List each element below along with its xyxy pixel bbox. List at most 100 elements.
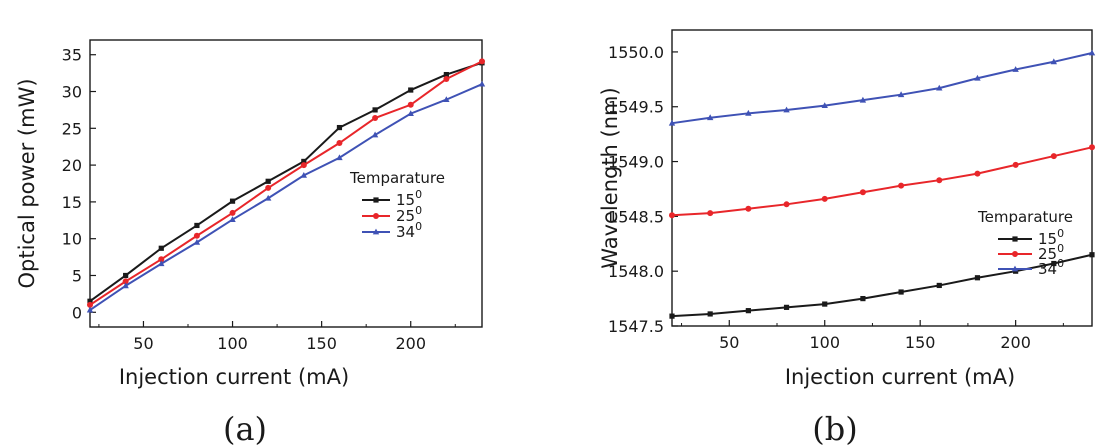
- x-tick-label: 100: [217, 334, 248, 353]
- data-point: [407, 110, 414, 116]
- y-axis-title: Wavelength (nm): [598, 87, 622, 268]
- y-tick-label: 10: [62, 230, 82, 249]
- data-point: [1050, 58, 1058, 65]
- data-point: [123, 272, 129, 279]
- data-point: [407, 101, 414, 108]
- data-point: [122, 278, 129, 285]
- series-line: [671, 52, 1093, 125]
- data-point: [783, 201, 790, 208]
- data-point: [707, 210, 714, 217]
- data-point: [859, 96, 867, 103]
- legend-swatch-marker: [1012, 236, 1018, 242]
- y-tick-label: 20: [62, 156, 82, 175]
- chart-panel-b: 50 100 150 200 1547.5 1548.0 1548.5 1549.0 1549.…: [598, 29, 1096, 448]
- data-point: [193, 238, 201, 245]
- x-axis-title: Injection current (mA): [785, 365, 1015, 389]
- legend-title: Temparature: [349, 169, 445, 187]
- y-tick-label: 1548.0: [608, 262, 664, 281]
- y-tick-label: 1549.0: [608, 153, 664, 172]
- data-point: [669, 212, 675, 219]
- x-tick-label: 200: [395, 334, 426, 353]
- data-point: [301, 158, 307, 165]
- y-tick-label: 15: [62, 193, 82, 212]
- data-point: [87, 301, 93, 308]
- data-point: [668, 119, 676, 126]
- data-point: [87, 298, 93, 304]
- x-axis-title: Injection current (mA): [119, 365, 349, 389]
- legend-swatch-marker: [1011, 265, 1019, 272]
- data-point: [898, 289, 904, 295]
- data-point: [745, 109, 752, 116]
- series-3: [86, 80, 486, 313]
- data-point: [706, 114, 714, 121]
- plot-frame: [89, 39, 483, 328]
- data-point: [229, 209, 236, 216]
- legend-swatch-marker: [373, 197, 379, 203]
- legend-entry-label: 340: [1038, 257, 1064, 278]
- y-tick-label: 1547.5: [608, 317, 664, 336]
- data-point: [974, 170, 981, 177]
- y-tick-label: 0: [72, 303, 82, 322]
- y-tick-label: 5: [72, 266, 82, 285]
- series-line: [671, 253, 1093, 318]
- data-point: [821, 102, 828, 109]
- data-point: [707, 311, 713, 317]
- series-1: [669, 252, 1095, 319]
- legend-swatch-marker: [372, 228, 380, 235]
- data-point: [936, 84, 943, 91]
- data-point: [669, 313, 675, 319]
- data-point: [265, 184, 272, 191]
- chart-panel-a: 50 100 150 200 0 5 10 15 20 25 30 35 Injection curre…: [15, 39, 486, 448]
- data-point: [229, 198, 236, 204]
- series-line: [89, 83, 483, 311]
- x-tick-label: 50: [133, 334, 153, 353]
- x-tick-label: 150: [306, 334, 337, 353]
- data-point: [372, 107, 378, 113]
- data-point: [443, 71, 449, 78]
- data-point: [1089, 144, 1095, 151]
- y-tick-label: 30: [62, 83, 82, 102]
- data-point: [1051, 260, 1057, 267]
- data-point: [1012, 161, 1019, 168]
- y-tick-label: 35: [62, 46, 82, 65]
- data-point: [898, 182, 905, 189]
- data-point: [860, 295, 866, 302]
- data-point: [408, 87, 414, 93]
- data-point: [86, 306, 94, 313]
- data-point: [158, 245, 164, 251]
- data-point: [336, 124, 343, 131]
- data-point: [974, 74, 981, 81]
- panel-label: (a): [223, 410, 267, 448]
- data-point: [300, 162, 307, 169]
- data-point: [443, 76, 450, 83]
- data-point: [229, 216, 236, 222]
- series-2: [87, 58, 485, 308]
- y-tick-label: 1550.0: [608, 43, 664, 62]
- series-3: [668, 49, 1096, 126]
- data-point: [372, 115, 379, 122]
- data-point: [936, 282, 942, 289]
- data-point: [265, 178, 271, 184]
- data-point: [264, 194, 272, 201]
- y-axis-title: Optical power (mW): [15, 78, 39, 288]
- y-tick-label: 1548.5: [608, 207, 664, 226]
- data-point: [745, 308, 751, 314]
- data-point: [783, 106, 790, 113]
- series-2: [669, 144, 1095, 219]
- data-point: [478, 80, 486, 87]
- data-point: [479, 58, 485, 65]
- x-tick-label: 150: [905, 333, 936, 352]
- legend-entry-label: 340: [396, 220, 422, 241]
- panel-label: (b): [812, 410, 857, 448]
- x-tick-label: 50: [719, 333, 739, 352]
- x-tick-label: 100: [809, 333, 840, 352]
- series-line: [89, 61, 483, 303]
- data-point: [974, 275, 981, 281]
- data-point: [1012, 66, 1019, 72]
- x-tick-label: 200: [1000, 333, 1031, 352]
- plot-frame: [671, 29, 1093, 327]
- data-point: [783, 304, 790, 310]
